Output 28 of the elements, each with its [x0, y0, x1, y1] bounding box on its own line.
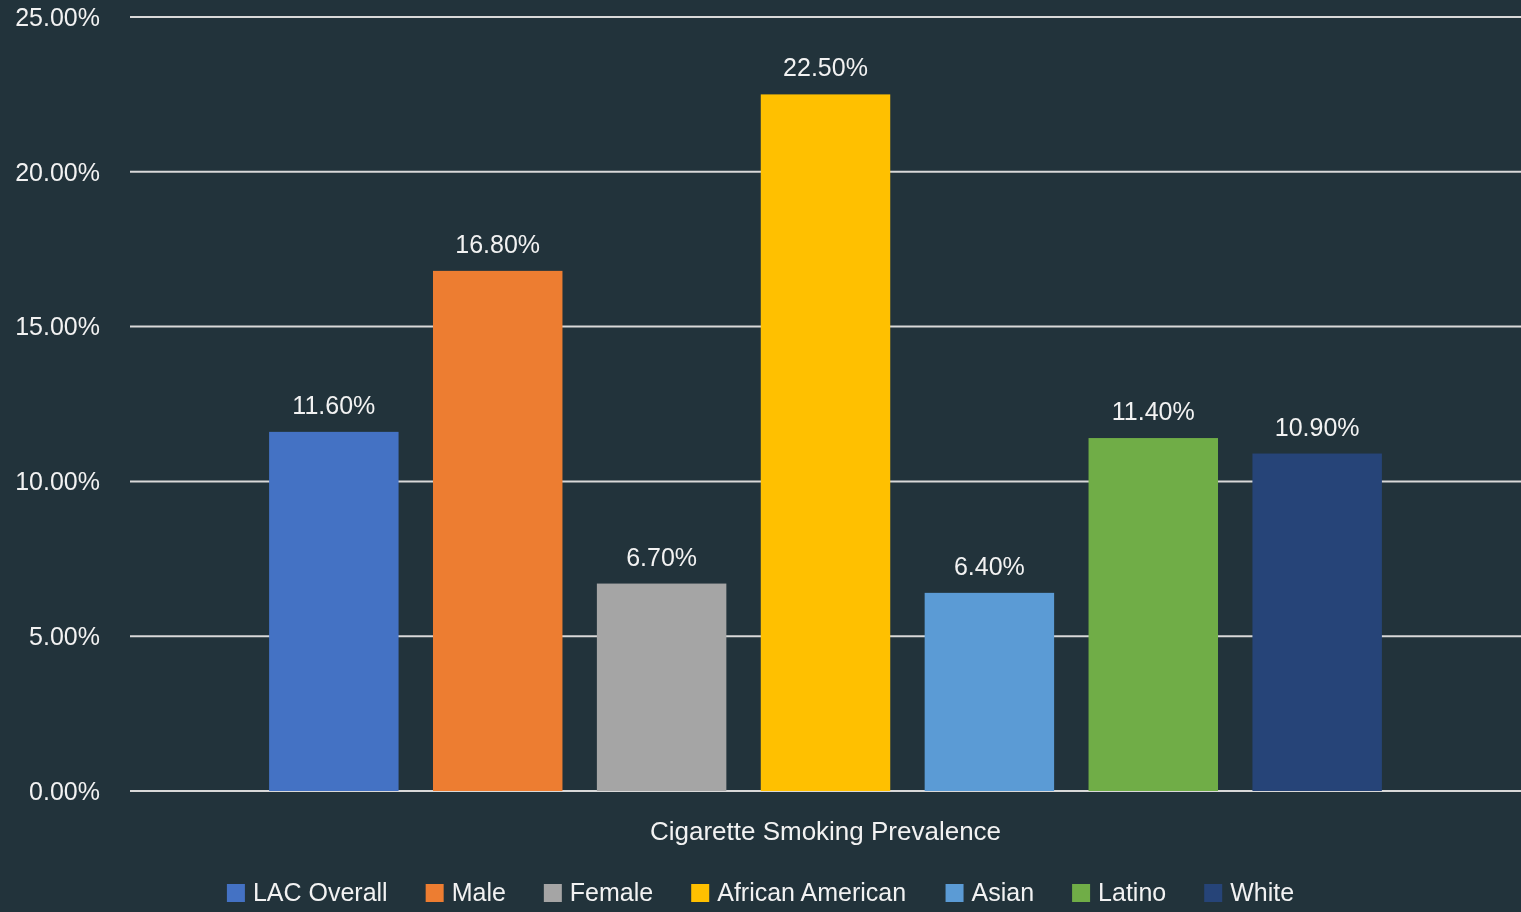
y-tick-label: 10.00%: [15, 467, 100, 496]
bar: [269, 431, 399, 791]
legend-label: White: [1230, 877, 1295, 906]
data-label: 6.70%: [626, 542, 698, 571]
y-tick-label: 20.00%: [15, 157, 100, 186]
y-tick-label: 25.00%: [15, 2, 100, 31]
y-tick-label: 0.00%: [29, 776, 100, 805]
data-label: 10.90%: [1274, 412, 1360, 441]
legend-label: Latino: [1098, 877, 1167, 906]
legend-label: African American: [717, 877, 907, 906]
bar: [596, 583, 727, 791]
bar: [1252, 453, 1382, 791]
y-tick-label: 5.00%: [29, 621, 100, 650]
y-tick-label: 15.00%: [15, 312, 100, 341]
x-tick-label: Cigarette Smoking Prevalence: [649, 816, 1002, 846]
legend-label: Female: [569, 877, 654, 906]
bar: [760, 94, 891, 791]
data-label: 22.50%: [783, 53, 868, 82]
bar: [924, 592, 1055, 791]
data-label: 16.80%: [455, 229, 541, 258]
legend-label: LAC Overall: [252, 877, 388, 906]
bar: [432, 270, 563, 791]
legend-label: Asian: [971, 877, 1035, 906]
bar: [1088, 438, 1219, 791]
data-label: 6.40%: [953, 551, 1025, 580]
data-label: 11.40%: [1111, 397, 1195, 426]
legend-label: Male: [451, 877, 506, 906]
data-label: 11.60%: [292, 390, 376, 419]
